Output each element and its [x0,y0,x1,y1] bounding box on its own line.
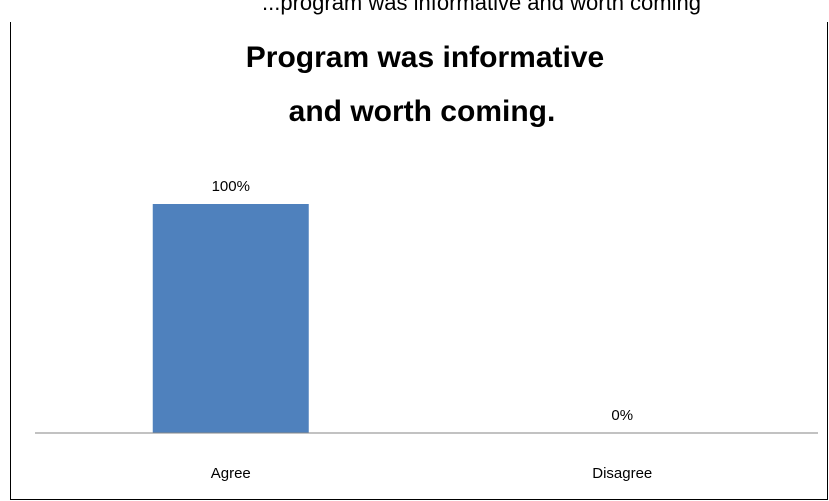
chart-title-line-1: Program was informative [246,41,604,74]
bars-layer [152,204,309,433]
chart-title-line-2: and worth coming. [289,95,556,128]
cropped-header-strip: ...program was informative and worth com… [0,0,829,22]
cropped-header-text: ...program was informative and worth com… [262,0,701,15]
chart-area-border [10,22,828,500]
x-tick-label-disagree: Disagree [592,465,652,482]
bar-agree [152,204,309,433]
x-tick-label-agree: Agree [211,465,251,482]
labels-layer: 100% Agree 0% Disagree [211,178,653,482]
data-label-agree: 100% [212,178,250,195]
data-label-disagree: 0% [611,407,633,424]
